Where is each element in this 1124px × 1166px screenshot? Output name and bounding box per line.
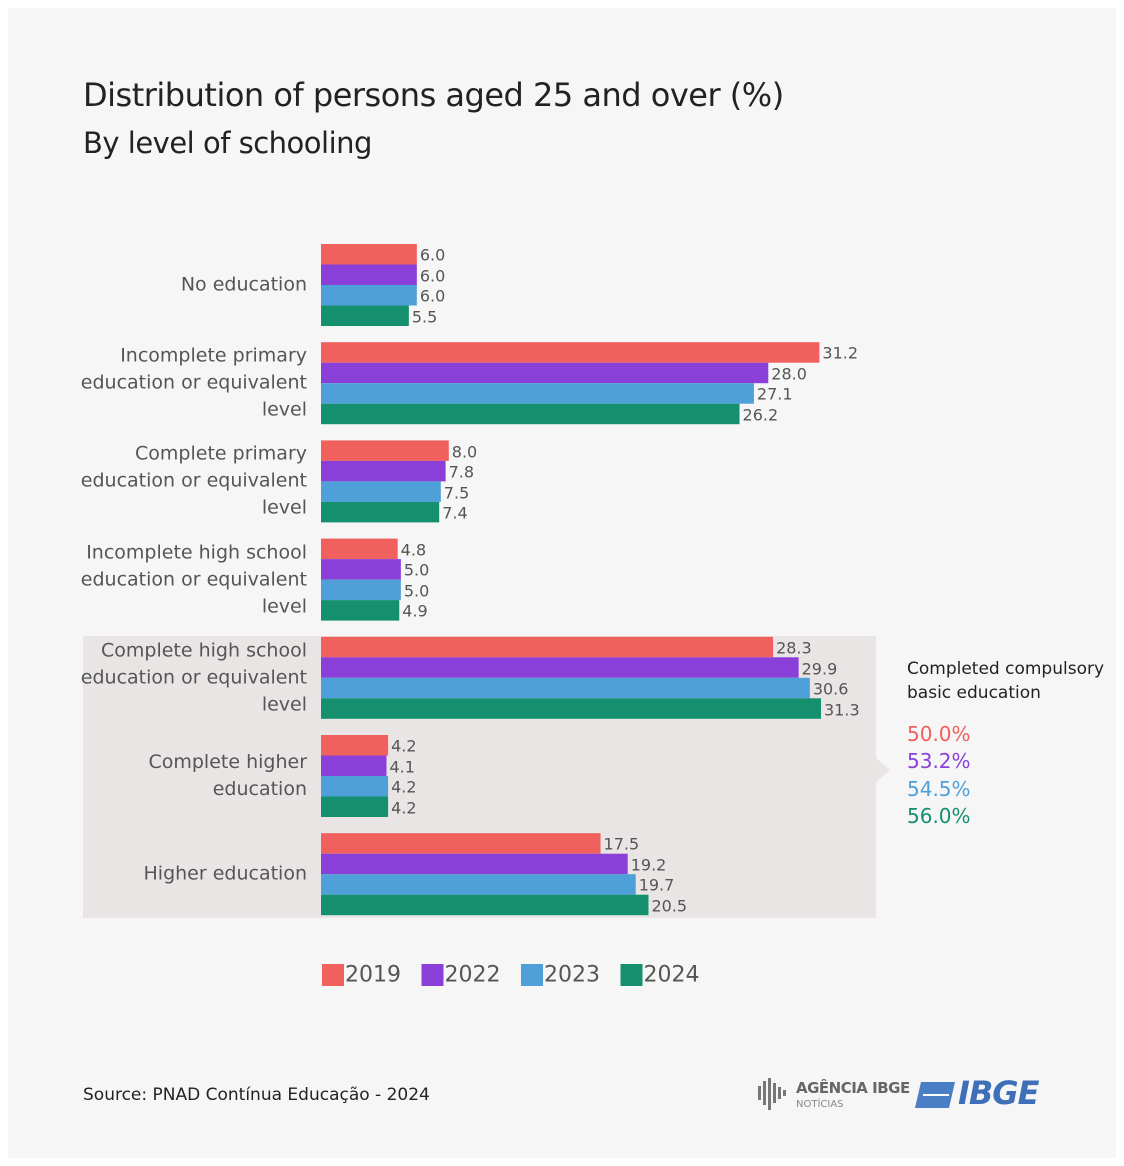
bar [321,383,754,404]
bar [321,579,401,601]
category-label: Complete high school education or equiva… [80,639,307,716]
category-label: Higher education [143,862,308,885]
bar [321,796,389,817]
category-label: No education [180,273,307,296]
value-label: 27.1 [756,384,793,404]
bar [321,305,409,326]
bar [321,481,441,502]
agency-logo: AGÊNCIA IBGE [796,1079,910,1097]
bar [321,657,799,678]
bar [321,735,389,756]
value-label: 6.0 [419,245,446,265]
bar [321,460,446,482]
annotation-value: 50.0% [907,722,971,746]
bar [321,755,387,776]
chart-title: Distribution of persons aged 25 and over… [83,76,784,114]
pointer [876,758,890,782]
value-label: 29.9 [801,659,838,679]
value-label: 30.6 [812,679,849,699]
value-label: 6.0 [419,266,446,286]
bar [321,698,821,719]
value-label: 6.0 [419,286,446,306]
value-label: 7.4 [442,503,468,523]
value-label: 4.1 [389,757,415,777]
value-label: 4.9 [402,601,428,621]
value-label: 28.0 [771,364,807,384]
legend-swatch [521,964,543,986]
chart-subtitle: By level of schooling [83,126,372,160]
legend-swatch [421,964,444,986]
value-label: 31.2 [822,343,859,363]
source: Source: PNAD Contínua Educação - 2024 [83,1085,430,1105]
value-label: 4.8 [400,540,427,560]
bar [321,894,649,916]
bar [321,538,398,560]
value-label: 26.2 [742,405,779,425]
bar [321,874,636,895]
value-label: 7.8 [448,462,475,482]
legend-label: 2023 [544,962,600,988]
value-label: 19.7 [638,875,675,895]
ibge-logo: IBGE [958,1074,1039,1112]
value-label: 5.0 [403,560,430,580]
bar [321,677,810,699]
bar [321,362,769,384]
value-label: 5.0 [403,581,430,601]
bar [321,285,417,306]
panel [8,8,1116,1158]
value-label: 19.2 [630,855,667,875]
legend-label: 2024 [643,962,700,988]
value-label: 4.2 [391,777,417,797]
category-label: Complete higher education [148,751,307,800]
value-label: 8.0 [451,442,478,462]
annotation-value: 56.0% [907,803,971,828]
legend-swatch [322,964,344,986]
value-label: 5.5 [411,307,438,327]
bar [321,853,628,875]
value-label: 4.2 [391,736,417,756]
value-label: 31.3 [824,700,860,720]
bar [321,600,400,621]
bar [321,244,417,265]
category-label: Incomplete high school education or equi… [80,541,307,618]
ibge-logo-icon [915,1082,955,1108]
agency-logo-sub: NOTÍCIAS [796,1099,844,1110]
bar [321,776,389,797]
value-label: 20.5 [651,896,688,916]
annotation-text: Completed compulsory basic education [907,659,1105,703]
value-label: 17.5 [603,834,640,854]
legend-label: 2019 [345,962,401,988]
bar [321,636,774,658]
bar [321,559,401,580]
value-label: 4.2 [391,798,417,818]
bar [321,264,417,285]
annotation-value: 54.5% [907,776,971,801]
annotation-value: 53.2% [907,749,971,774]
value-label: 28.3 [776,638,812,658]
bar [321,833,601,854]
legend-label: 2022 [444,962,501,988]
category-label: Complete primary education or equivalent… [80,442,307,519]
value-label: 7.5 [443,483,470,503]
bar [321,342,820,363]
legend-swatch [620,964,643,986]
bar [321,403,740,425]
agency-logo-icon [758,1078,786,1110]
bar [321,440,449,461]
bar [321,501,440,523]
category-label: Incomplete primary education or equivale… [80,344,307,421]
